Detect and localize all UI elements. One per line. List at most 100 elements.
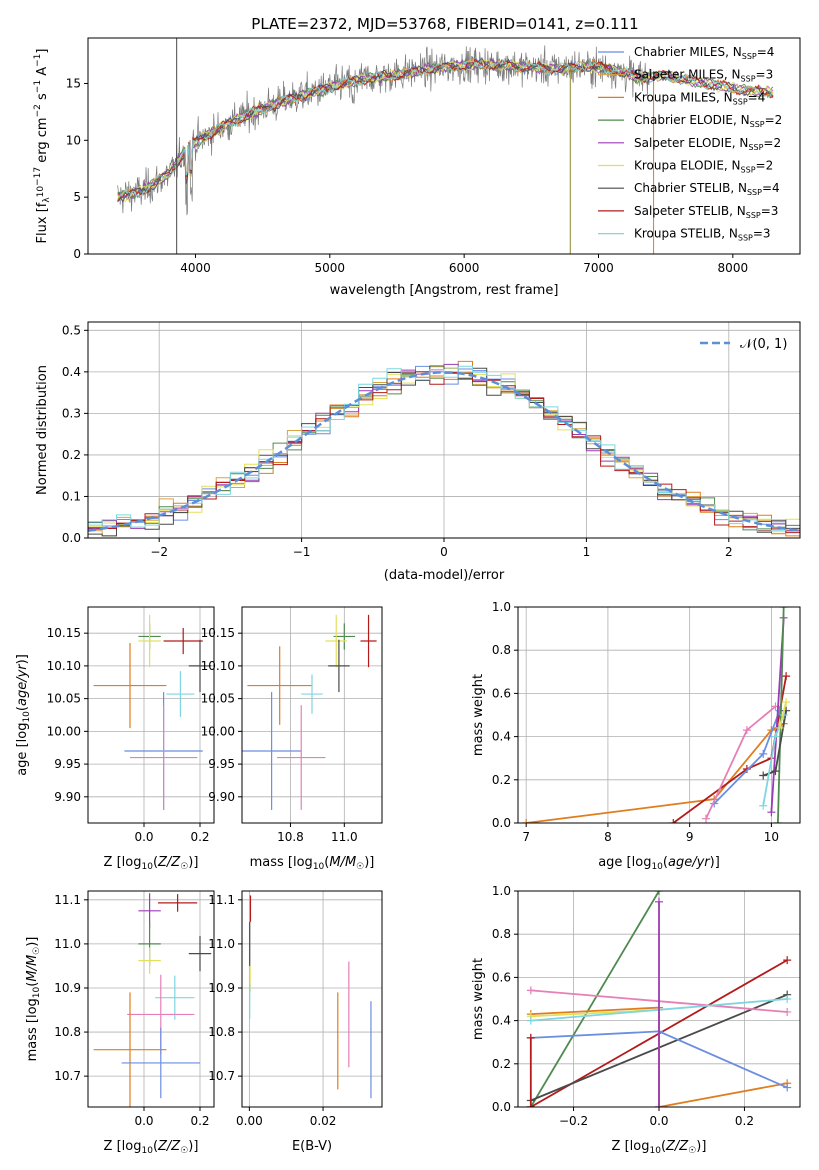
y-tick-label: 9.90: [208, 790, 235, 804]
y-tick-label: 0.2: [492, 1057, 511, 1071]
y-tick-label: 15: [66, 76, 81, 90]
y-tick-label: 10.10: [201, 659, 235, 673]
x-axis-label-part: Z/Z: [157, 1139, 181, 1154]
axes-frame: [517, 890, 801, 1108]
y-tick-label: 0.2: [62, 448, 81, 462]
weight-marker-6-0: [759, 771, 768, 780]
x-tick-label: 0.00: [236, 1114, 263, 1128]
legend-text: Chabrier MILES, N: [634, 45, 742, 59]
y-axis-label-part: Flux [f: [35, 202, 50, 243]
axes-frame: [87, 321, 801, 539]
weight-marker-3-1: [783, 1007, 792, 1016]
y-axis-label-part: age/yr: [15, 663, 30, 706]
legend-entry: Salpeter STELIB, NSSP=3: [634, 204, 778, 220]
x-axis-label-part: ☉: [180, 862, 188, 872]
y-axis-label-part: 10: [32, 986, 42, 998]
x-tick-label: 8000: [718, 261, 749, 275]
legend-sub: SSP: [742, 52, 757, 61]
chart-massweight_vs_Z: −0.2 0.0 0.2 0.0 0.2 0.4 0.6 0.8 1.0 Z [log10(Z/Z…: [471, 884, 801, 1156]
y-tick-label: 10.15: [201, 626, 235, 640]
x-tick-label: 0.0: [134, 1114, 153, 1128]
legend-entry: Salpeter MILES, NSSP=3: [634, 68, 773, 84]
weight-marker-3-1: [742, 726, 751, 735]
x-tick-label: 7000: [583, 261, 614, 275]
x-axis-label-part: ☉: [688, 1146, 696, 1156]
y-axis-label-part: 10: [36, 186, 46, 198]
y-tick-label: 0.4: [62, 365, 81, 379]
legend-text: Chabrier ELODIE, N: [634, 113, 750, 127]
y-axis-label-part: (: [25, 982, 40, 987]
legend-sub: SSP: [748, 143, 763, 152]
legend-entry: Kroupa STELIB, NSSP=3: [634, 227, 771, 243]
y-axis-label-part: )]: [25, 937, 40, 947]
y-tick-label: 10: [66, 133, 81, 147]
x-axis-label-part: Z [log: [104, 855, 142, 870]
x-axis-label: Z [log10(Z/Z☉)]: [104, 1139, 199, 1156]
weight-marker-2-1: [759, 749, 768, 758]
legend-entry: 𝒩(0, 1): [740, 337, 787, 352]
axes-frame: [87, 606, 215, 824]
y-tick-label: 0.4: [492, 730, 511, 744]
model-line-4: [117, 57, 774, 201]
legend-tail: =2: [763, 136, 781, 150]
legend-sub: SSP: [738, 234, 753, 243]
y-axis-label: mass [log10(M/M☉)]: [25, 937, 42, 1062]
x-axis-label-part: )]: [188, 855, 198, 870]
legend-entry: Chabrier STELIB, NSSP=4: [634, 181, 780, 197]
y-tick-label: 9.90: [54, 790, 81, 804]
weight-marker-6-0: [526, 1016, 535, 1025]
legend-tail: =2: [765, 113, 783, 127]
legend-text: Salpeter MILES, N: [634, 68, 741, 82]
x-axis-label: Z [log10(Z/Z☉)]: [612, 1139, 707, 1156]
legend-tail: =4: [748, 90, 766, 104]
y-tick-label: 11.1: [208, 893, 235, 907]
plot-area: [117, 38, 774, 254]
x-axis-label: Z [log10(Z/Z☉)]: [104, 855, 199, 872]
model-line-7: [117, 58, 774, 201]
histogram-step-4: [88, 363, 800, 532]
y-tick-label: 10.05: [47, 692, 81, 706]
legend-sub: SSP: [741, 166, 756, 175]
y-axis-label: mass weight: [471, 958, 486, 1040]
y-tick-label: 0.0: [492, 1100, 511, 1114]
y-axis-label-part: λ: [42, 197, 52, 203]
y-axis-label: age [log10(age/yr)]: [15, 654, 32, 776]
y-tick-label: 10.8: [208, 1025, 235, 1039]
weight-series-8: [778, 701, 787, 729]
x-axis-label-part: age [log: [598, 855, 651, 870]
x-tick-label: −0.2: [559, 1114, 588, 1128]
y-axis-label-part: ]: [35, 49, 50, 54]
weight-marker-9-1: [526, 1033, 535, 1042]
y-tick-label: 1.0: [492, 600, 511, 614]
x-axis-label-part: (: [153, 855, 158, 870]
y-tick-label: 0.4: [492, 1014, 511, 1028]
plot-area: [242, 891, 382, 1107]
weight-marker-8-0: [775, 723, 784, 732]
x-tick-label: 0.02: [310, 1114, 337, 1128]
legend-text: Kroupa STELIB, N: [634, 227, 738, 241]
x-axis-label-part: )]: [364, 855, 374, 870]
legend-sub: SSP: [733, 97, 748, 106]
y-axis-label-part: ☉: [32, 947, 42, 955]
x-axis-label: mass [log10(M/M☉)]: [250, 855, 375, 872]
x-axis-label-part: )]: [188, 1139, 198, 1154]
y-tick-label: 0.6: [492, 970, 511, 984]
x-axis-label-part: 10: [141, 1146, 153, 1156]
y-tick-label: 0.8: [492, 927, 511, 941]
y-tick-label: 11.0: [208, 937, 235, 951]
axes-frame: [87, 37, 801, 255]
weight-marker-1-3: [782, 672, 791, 681]
axes-frame: [241, 606, 383, 824]
x-axis-label-part: 10: [649, 1146, 661, 1156]
y-tick-label: 10.9: [208, 981, 235, 995]
chart-mass_vs_ebv: 0.00 0.02 10.7 10.8 10.9 11.0 11.1 E(B-V): [208, 890, 383, 1154]
y-tick-label: 0.8: [492, 643, 511, 657]
legend-entry: Kroupa MILES, NSSP=4: [634, 90, 765, 106]
weight-series-2: [713, 710, 781, 805]
legend-entry: Chabrier ELODIE, NSSP=2: [634, 113, 782, 129]
legend-sub: SSP: [747, 188, 762, 197]
y-axis-label-part: −2: [33, 104, 43, 117]
weight-series-0: [530, 891, 660, 1107]
chart-mass_vs_Z: 0.0 0.210.710.810.911.011.1Z [log10(Z/Z☉)…: [25, 890, 215, 1156]
x-axis-label-part: ☉: [356, 862, 364, 872]
